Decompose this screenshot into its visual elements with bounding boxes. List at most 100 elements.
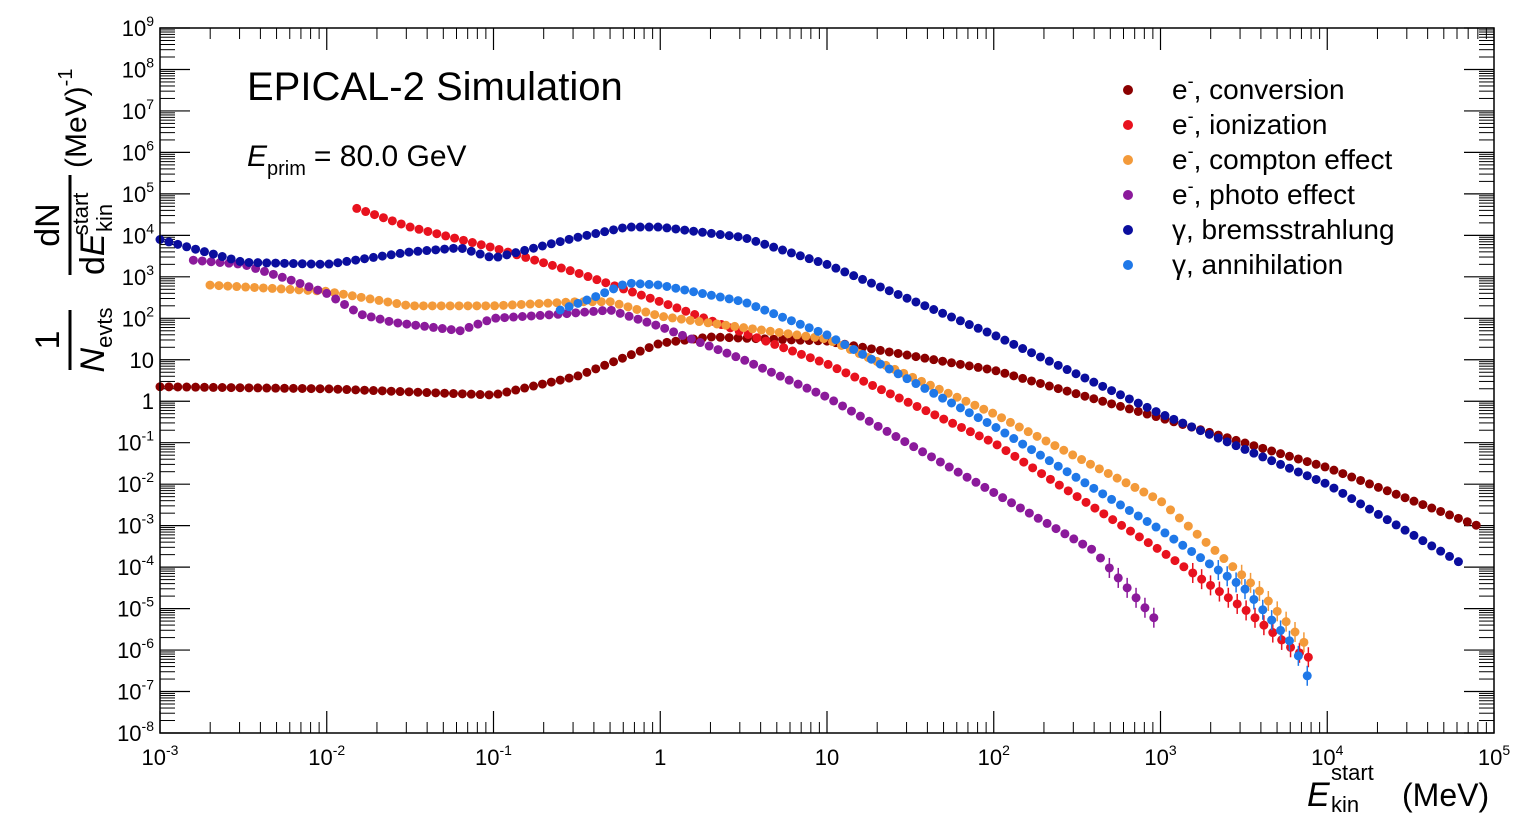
data-point [208, 382, 218, 392]
data-point [338, 289, 348, 299]
y-title-den1: Nevts [74, 308, 117, 373]
data-point [1115, 401, 1125, 411]
y-tick-label: 10-7 [117, 677, 154, 705]
data-point [765, 326, 775, 336]
data-point [431, 245, 441, 255]
y-tick-label-exponent: -8 [142, 718, 155, 734]
data-point [235, 383, 245, 393]
data-point [627, 287, 637, 297]
data-point [1142, 409, 1152, 419]
y-tick-label: 1 [142, 389, 154, 414]
data-point [654, 296, 664, 306]
data-point [1042, 518, 1052, 528]
data-point [1139, 487, 1149, 497]
data-point [517, 311, 527, 321]
data-point [1400, 493, 1410, 503]
data-point [1356, 475, 1366, 485]
legend-label-sup: - [1188, 71, 1194, 91]
data-point [1302, 671, 1312, 681]
data-point [1276, 459, 1286, 469]
legend-marker [1123, 155, 1133, 165]
data-point [635, 222, 645, 232]
y-tick-label: 106 [122, 137, 154, 165]
data-point [262, 258, 272, 268]
data-point [715, 230, 725, 240]
x-title-unit: (MeV) [1402, 777, 1489, 813]
data-point [926, 452, 936, 462]
data-point [669, 327, 679, 337]
data-point [775, 371, 785, 381]
y-tick-label: 10-4 [117, 552, 154, 580]
x-tick-label-exponent: -2 [333, 742, 346, 758]
data-point [1409, 530, 1419, 540]
data-point [1391, 520, 1401, 530]
data-point [1037, 469, 1047, 479]
data-point [348, 305, 358, 315]
data-point [1160, 528, 1170, 538]
data-point [1169, 534, 1179, 544]
y-tick-label-exponent: 3 [146, 262, 154, 278]
data-point [232, 282, 242, 292]
y-tick-label: 10-8 [117, 718, 154, 746]
data-point [1462, 517, 1472, 527]
annotation-value: = 80.0 GeV [314, 140, 467, 173]
data-point [1471, 520, 1481, 530]
data-point [733, 296, 743, 306]
data-point [1062, 467, 1072, 477]
data-point [422, 246, 432, 256]
data-point [831, 263, 841, 273]
data-point [929, 305, 939, 315]
data-point [366, 312, 376, 322]
data-point [742, 234, 752, 244]
data-point [1000, 428, 1010, 438]
data-point [1204, 429, 1214, 439]
y-tick-label-exponent: -7 [142, 677, 155, 693]
data-point [1231, 441, 1241, 451]
legend-label-sup: - [1188, 106, 1194, 126]
x-tick-label-exponent: 4 [1336, 742, 1344, 758]
data-point [961, 396, 971, 406]
data-point [829, 396, 839, 406]
data-point [1080, 373, 1090, 383]
data-point [1311, 459, 1321, 469]
data-point [796, 349, 806, 359]
legend-label-rest: , ionization [1194, 109, 1328, 140]
data-point [970, 400, 980, 410]
data-point [466, 246, 476, 256]
data-point [404, 387, 414, 397]
y-tick-label: 10-1 [117, 428, 154, 456]
data-point [1107, 494, 1117, 504]
data-point [1249, 441, 1259, 451]
data-point [481, 301, 491, 311]
data-point [918, 447, 928, 457]
data-point [534, 299, 544, 309]
data-point [1148, 492, 1158, 502]
data-point [909, 442, 919, 452]
x-tick-label-base: 1 [654, 745, 666, 770]
data-point [1219, 554, 1229, 564]
data-point [962, 472, 972, 482]
data-point [1044, 356, 1054, 366]
data-point [351, 255, 361, 265]
data-point [217, 382, 227, 392]
data-point [849, 344, 859, 354]
data-point [788, 346, 798, 356]
data-point [1027, 445, 1037, 455]
data-point [1009, 434, 1019, 444]
data-point [378, 213, 388, 223]
y-tick-label-base: 10 [117, 597, 141, 622]
data-point [413, 387, 423, 397]
data-point [235, 256, 245, 266]
data-point [1072, 492, 1082, 502]
data-point [1254, 586, 1264, 596]
data-point [695, 338, 705, 348]
data-point [1015, 503, 1025, 513]
legend-marker [1123, 190, 1133, 200]
data-point [667, 313, 677, 323]
data-point [921, 406, 931, 416]
data-point [1338, 469, 1348, 479]
data-point [982, 327, 992, 337]
data-point [357, 310, 367, 320]
data-point [1053, 461, 1063, 471]
data-point [244, 383, 254, 393]
